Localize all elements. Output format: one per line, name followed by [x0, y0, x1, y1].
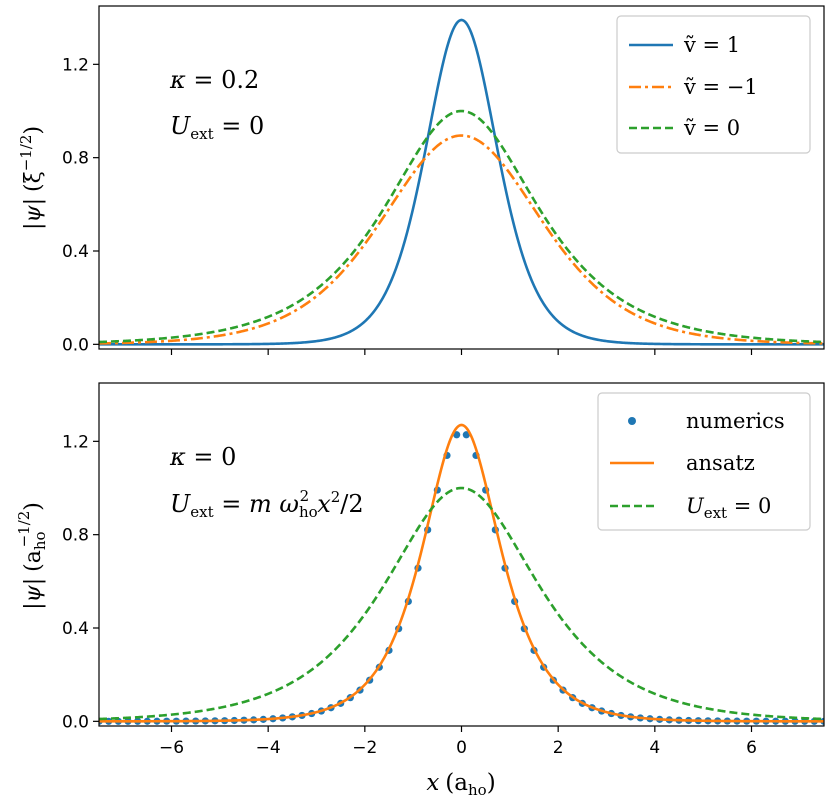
y-tick-label: 0.0 [62, 335, 89, 355]
series-line-bottom-2 [99, 423, 824, 723]
series-line-top-3 [99, 109, 824, 344]
y-tick-label: 0.4 [62, 619, 89, 639]
series-line-bottom-3 [99, 486, 824, 721]
x-tick-label: 0 [456, 738, 467, 758]
bottom-y-axis-label: |ψ|(aho−1/2) [15, 502, 49, 610]
bottom-legend-label-3: Uext = 0 [686, 494, 771, 522]
data-point [453, 431, 461, 439]
bottom-annotation-kappa: κ = 0 [169, 443, 236, 471]
y-tick-label: 1.2 [62, 55, 89, 75]
x-tick-label: −4 [256, 738, 281, 758]
top-curves [99, 18, 824, 346]
bottom-legend-label-2: ansatz [686, 451, 755, 475]
y-tick-label: 0.8 [62, 526, 89, 546]
x-tick-label: 2 [553, 738, 564, 758]
bottom-legend: numerics ansatz Uext = 0 [597, 392, 811, 531]
bottom-panel: −6 −4 −2 0 2 4 6 0.0 0.4 0.8 1.2 κ = 0 Uext = m ωh… [15, 382, 825, 799]
top-legend-label-1: ṽ = 1 [683, 33, 740, 57]
x-tick-label: −2 [352, 738, 377, 758]
top-y-axis-label: |ψ|(ξ−1/2) [17, 126, 46, 230]
top-panel: 0.0 0.4 0.8 1.2 κ = 0.2 Uext = 0 |ψ|(ξ−1/2)… [17, 5, 825, 355]
x-tick-label: 4 [649, 738, 660, 758]
y-tick-label: 0.0 [62, 712, 89, 732]
x-tick-label: 6 [746, 738, 757, 758]
bottom-curves [99, 423, 824, 725]
y-tick-label: 0.4 [62, 242, 89, 262]
bottom-legend-label-1: numerics [686, 409, 785, 433]
bottom-x-axis-label: x (aho) [426, 770, 495, 799]
top-legend: ṽ = 1 ṽ = −1 ṽ = 0 [616, 15, 811, 154]
bottom-legend-box [597, 392, 811, 531]
top-legend-box [616, 15, 811, 154]
y-tick-label: 1.2 [62, 432, 89, 452]
bottom-annotation-uext: Uext = m ωho2 x2/2 [170, 487, 364, 521]
top-annotation-kappa: κ = 0.2 [169, 66, 259, 94]
top-legend-label-3: ṽ = 0 [683, 116, 740, 140]
data-point [462, 431, 470, 439]
x-tick-label: −6 [159, 738, 184, 758]
bottom-ticks: −6 −4 −2 0 2 4 6 0.0 0.4 0.8 1.2 [62, 432, 757, 758]
top-annotation-uext: Uext = 0 [170, 112, 264, 143]
top-ticks: 0.0 0.4 0.8 1.2 [62, 55, 753, 355]
top-legend-label-2: ṽ = −1 [683, 75, 758, 99]
bottom-legend-swatch-1 [628, 417, 636, 425]
y-tick-label: 0.8 [62, 149, 89, 169]
series-line-top-1 [99, 18, 824, 346]
series-line-top-2 [99, 134, 824, 345]
